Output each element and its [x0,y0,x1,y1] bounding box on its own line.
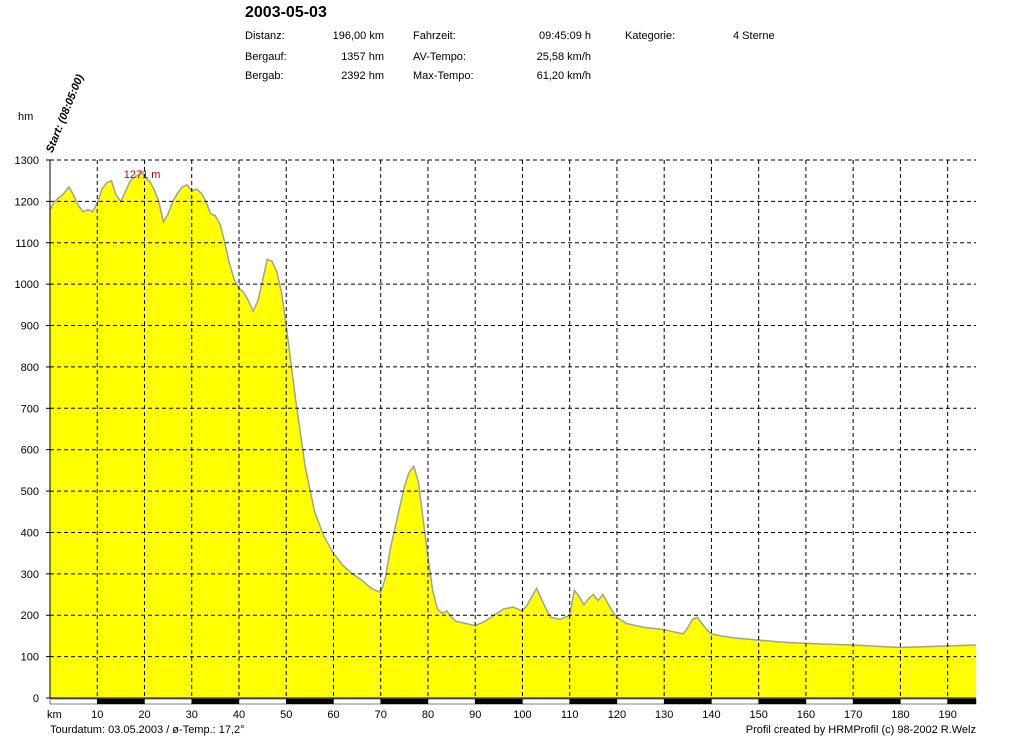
km-scale-band [144,698,192,705]
km-scale-band [427,698,476,705]
km-scale-band [569,698,618,705]
km-scale-band [333,698,381,705]
y-axis-unit-label: hm [18,111,34,123]
stat-value-av-tempo: 25,58 km/h [536,51,591,63]
y-tick-label: 200 [21,610,39,622]
x-tick-label: 180 [891,709,909,721]
km-scale-band [947,698,977,705]
stat-label-distanz: Distanz: [245,30,285,42]
x-tick-label: 70 [375,709,387,721]
stat-value-bergab: 2392 hm [341,70,384,82]
stat-label-bergauf: Bergauf: [245,51,287,63]
stat-label-kategorie: Kategorie: [625,30,676,42]
axes-layer [46,159,977,705]
stat-label-max-tempo: Max-Tempo: [413,70,474,82]
km-scale-band [711,698,759,705]
tour-date-title: 2003-05-03 [245,4,327,21]
stat-label-av-tempo: AV-Tempo: [413,51,466,63]
y-tick-label: 1300 [15,155,39,167]
x-tick-label: 190 [938,709,956,721]
stat-label-bergab: Bergab: [245,70,284,82]
footer-credit: Profil created by HRMProfil (c) 98-2002 … [745,724,976,736]
x-tick-label: 20 [138,709,150,721]
y-tick-label: 400 [21,527,39,539]
x-tick-label: 160 [797,709,815,721]
x-tick-label: 30 [186,709,198,721]
x-tick-label: 80 [422,709,434,721]
km-scale-band [616,698,665,705]
tick-labels-layer: 0 100 200 300 400 500 600 700 800 900 1000 1100 1200… [15,155,957,721]
y-tick-label: 800 [21,362,39,374]
y-tick-label: 1200 [15,196,39,208]
elevation-profile-line [49,170,977,649]
stat-value-max-tempo: 61,20 km/h [536,70,591,82]
x-tick-label: 10 [91,709,103,721]
x-tick-label: 100 [513,709,531,721]
km-scale-band [900,698,948,705]
x-axis-unit-label: km [47,709,62,721]
stat-value-bergauf: 1357 hm [341,51,384,63]
km-scale-band [380,698,429,705]
km-scale-band [852,698,901,705]
x-tick-label: 120 [608,709,626,721]
x-tick-label: 170 [844,709,862,721]
footer-tour-info: Tourdatum: 03.05.2003 / ø-Temp.: 17,2° [50,724,245,736]
max-elevation-annotation: 1271 m [124,169,161,181]
y-tick-label: 1100 [15,238,39,250]
y-tick-label: 700 [21,403,39,415]
stat-value-fahrzeit: 09:45:09 h [539,30,591,42]
stat-value-distanz: 196,00 km [332,30,384,42]
grid-layer [50,159,976,698]
elevation-area-fill [50,172,976,698]
km-scale-band [474,698,523,705]
km-scale-band [758,698,807,705]
km-scale-band [285,698,334,705]
x-tick-label: 150 [749,709,767,721]
km-scale-band [663,698,712,705]
km-scale-band [191,698,240,705]
x-tick-label: 40 [233,709,245,721]
stat-value-kategorie: 4 Sterne [733,30,775,42]
km-scale-band [238,698,287,705]
y-tick-label: 0 [33,693,39,705]
km-scale-band [49,698,98,705]
y-tick-label: 100 [21,652,39,664]
stat-label-fahrzeit: Fahrzeit: [413,30,456,42]
y-tick-label: 1000 [15,279,39,291]
x-tick-label: 90 [469,709,481,721]
x-tick-label: 50 [280,709,292,721]
km-scale-band [522,698,570,705]
x-tick-label: 110 [561,709,579,721]
y-tick-label: 500 [21,486,39,498]
y-tick-label: 300 [21,569,39,581]
y-tick-label: 600 [21,445,39,457]
x-tick-label: 60 [327,709,339,721]
km-scale-band [805,698,854,705]
km-scale-band [96,698,145,705]
elevation-area-layer [49,170,977,698]
x-tick-label: 130 [655,709,673,721]
x-tick-label: 140 [702,709,720,721]
y-tick-label: 900 [21,321,39,333]
